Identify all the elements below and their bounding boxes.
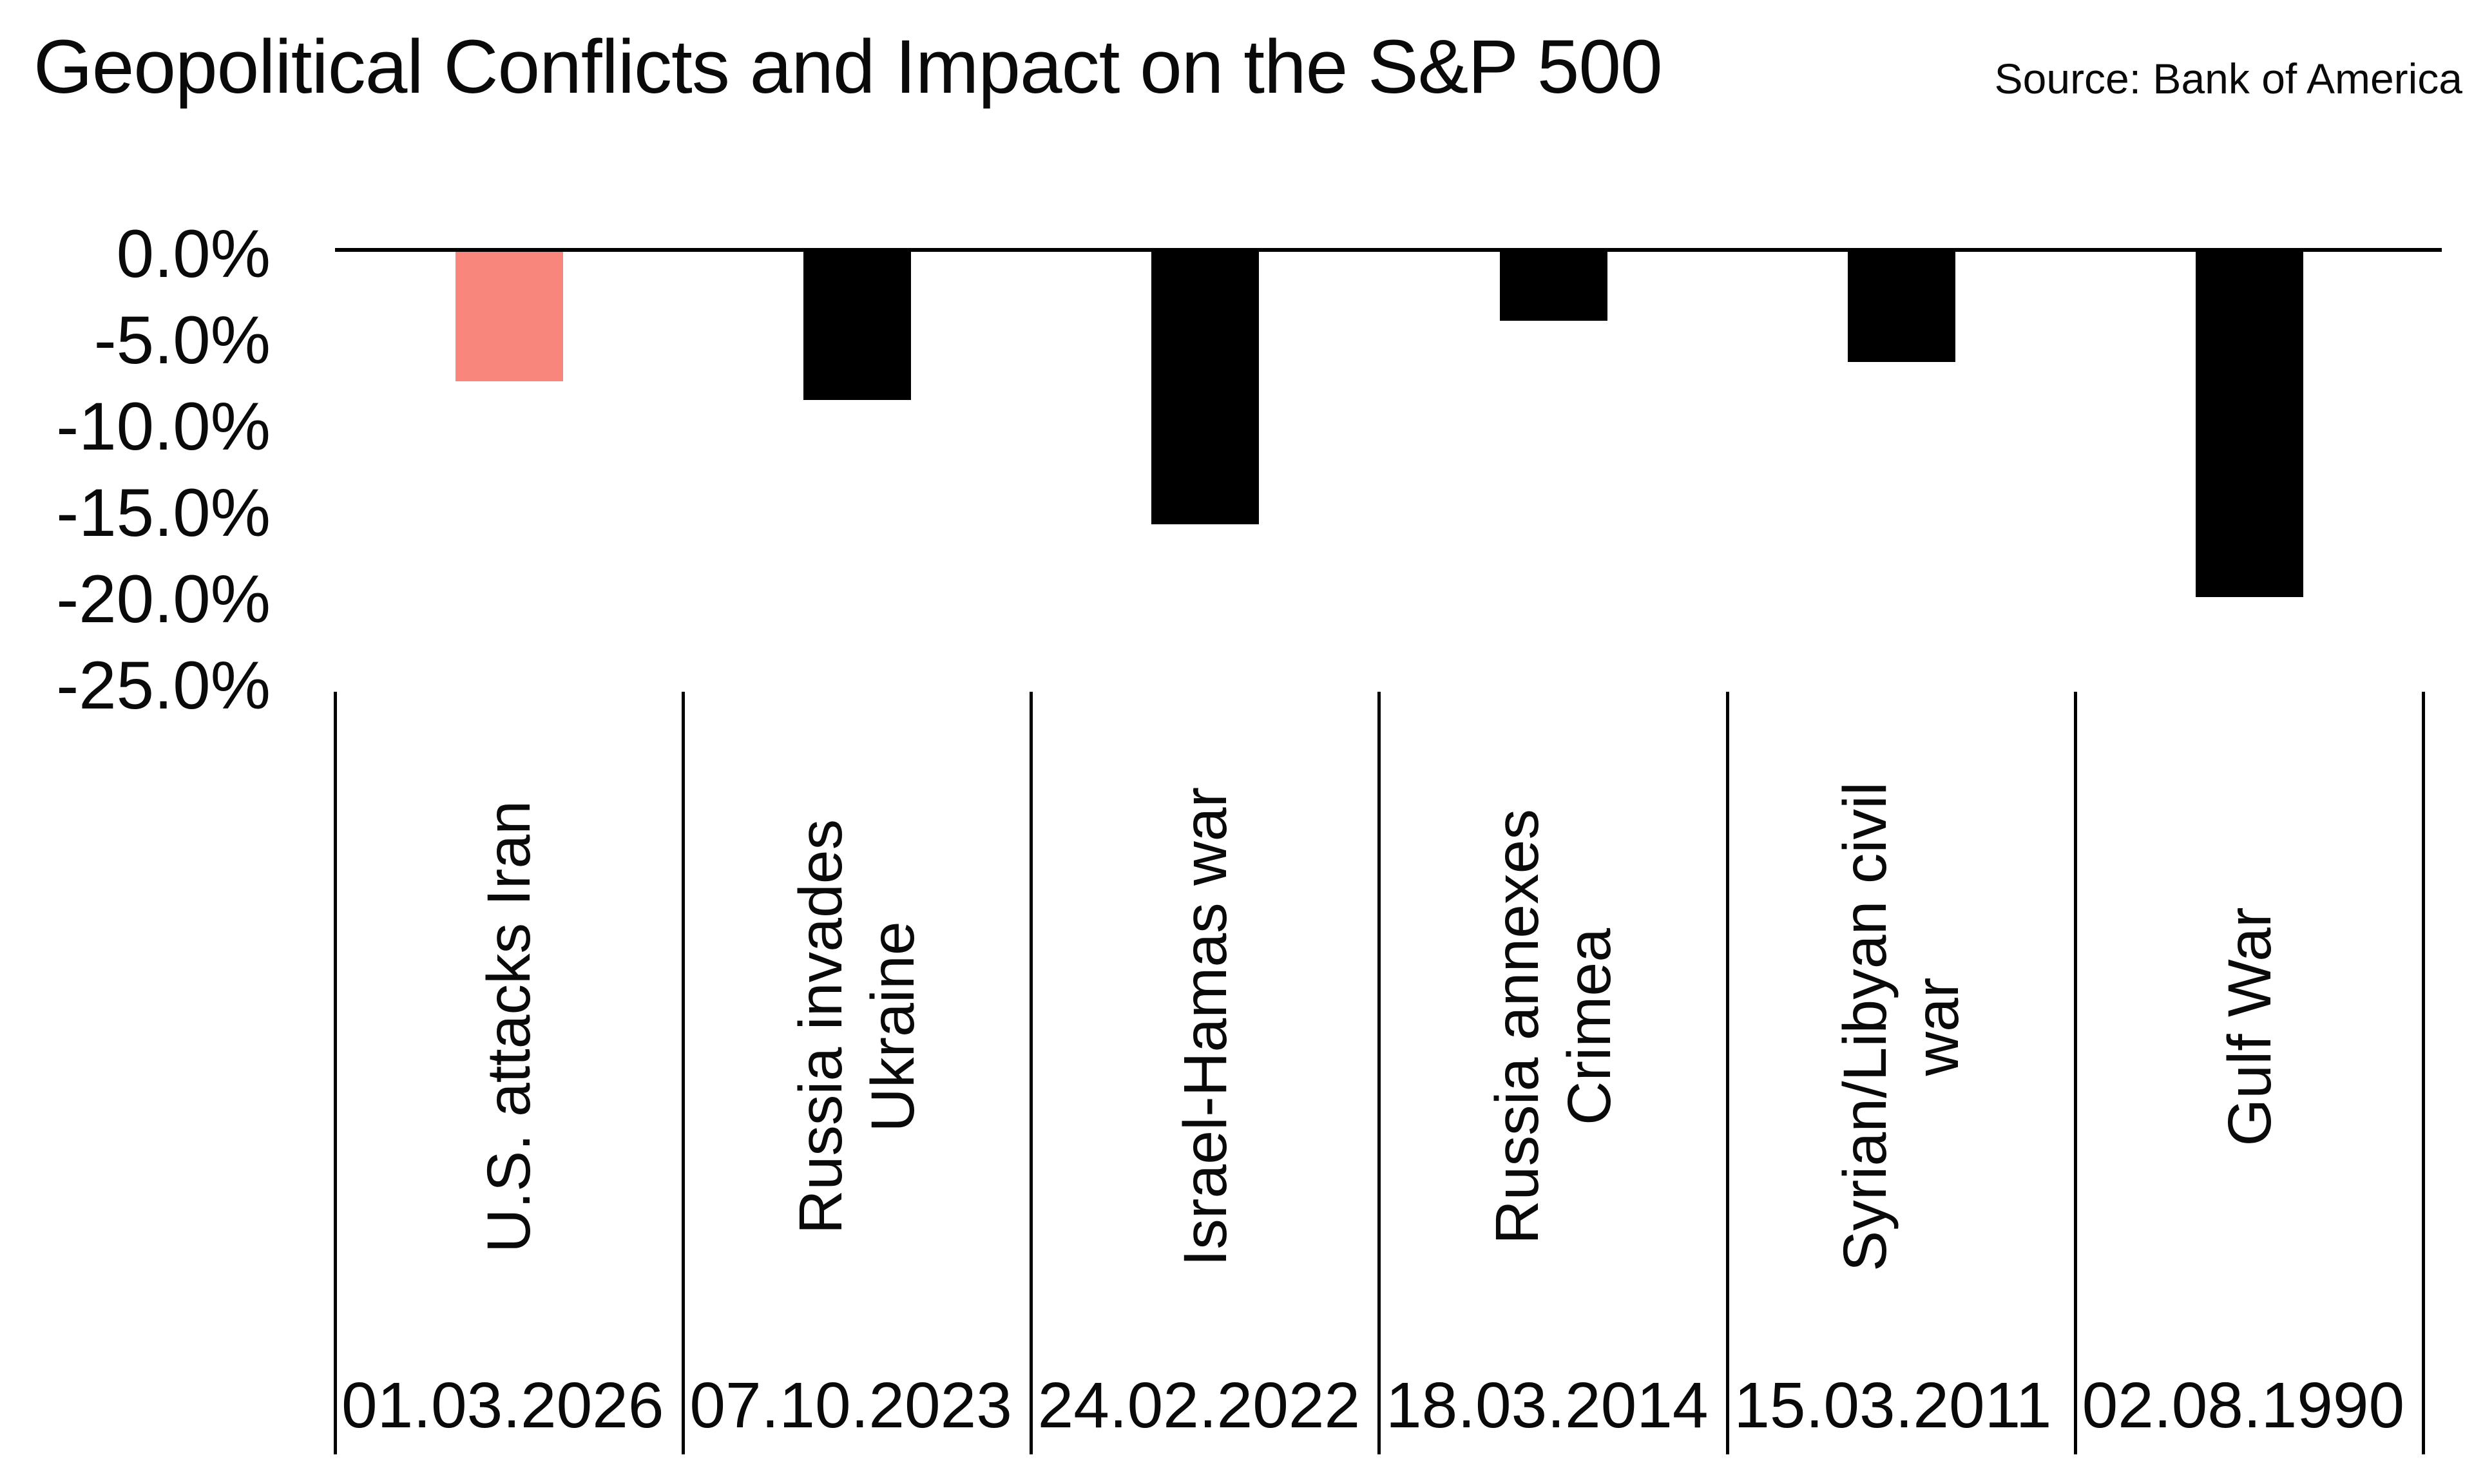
date-label-1: 01.03.2026 bbox=[341, 1369, 664, 1441]
y-tick-label: -5.0% bbox=[93, 302, 271, 378]
date-label-2: 07.10.2023 bbox=[689, 1369, 1012, 1441]
bar-1 bbox=[455, 250, 563, 381]
date-label-5: 15.03.2011 bbox=[1734, 1369, 2052, 1441]
category-label-6: Gulf War bbox=[2076, 699, 2424, 1354]
x-axis-zero-line bbox=[335, 248, 2442, 252]
y-tick-label: -10.0% bbox=[56, 388, 271, 464]
y-tick-label: -25.0% bbox=[56, 647, 271, 723]
category-label-4: Russia annexes Crimea bbox=[1379, 699, 1727, 1354]
bar-5 bbox=[1847, 250, 1955, 363]
category-label-text: Russia invades Ukraine bbox=[787, 819, 928, 1235]
date-label-3: 24.02.2022 bbox=[1037, 1369, 1361, 1441]
category-label-text: Syrian/Libyan civil war bbox=[1831, 781, 1972, 1272]
category-separator bbox=[681, 692, 685, 1454]
y-tick-label: 0.0% bbox=[116, 216, 271, 292]
category-separator bbox=[333, 692, 337, 1454]
y-tick-label: -20.0% bbox=[56, 561, 271, 637]
date-label-4: 18.03.2014 bbox=[1385, 1369, 1709, 1441]
category-label-3: Israel-Hamas war bbox=[1031, 699, 1379, 1354]
bar-6 bbox=[2196, 250, 2304, 597]
category-separator bbox=[2074, 692, 2078, 1454]
bar-3 bbox=[1151, 250, 1260, 525]
category-label-text: Gulf War bbox=[2215, 907, 2284, 1146]
category-separator bbox=[2422, 692, 2426, 1454]
date-label-6: 02.08.1990 bbox=[2082, 1369, 2405, 1441]
category-separator bbox=[1030, 692, 1033, 1454]
category-label-5: Syrian/Libyan civil war bbox=[1727, 699, 2075, 1354]
source-label: Source: Bank of America bbox=[1994, 55, 2462, 102]
y-tick-label: -15.0% bbox=[56, 475, 271, 551]
category-label-text: Israel-Hamas war bbox=[1171, 786, 1240, 1267]
category-label-text: Russia annexes Crimea bbox=[1483, 809, 1624, 1244]
category-separator bbox=[1725, 692, 1729, 1454]
category-label-2: Russia invades Ukraine bbox=[683, 699, 1031, 1354]
bar-2 bbox=[803, 250, 911, 401]
bar-4 bbox=[1499, 250, 1607, 321]
category-label-text: U.S. attacks Iran bbox=[475, 800, 544, 1253]
chart-title: Geopolitical Conflicts and Impact on the… bbox=[34, 24, 1663, 109]
category-separator bbox=[1377, 692, 1381, 1454]
category-label-1: U.S. attacks Iran bbox=[335, 699, 683, 1354]
